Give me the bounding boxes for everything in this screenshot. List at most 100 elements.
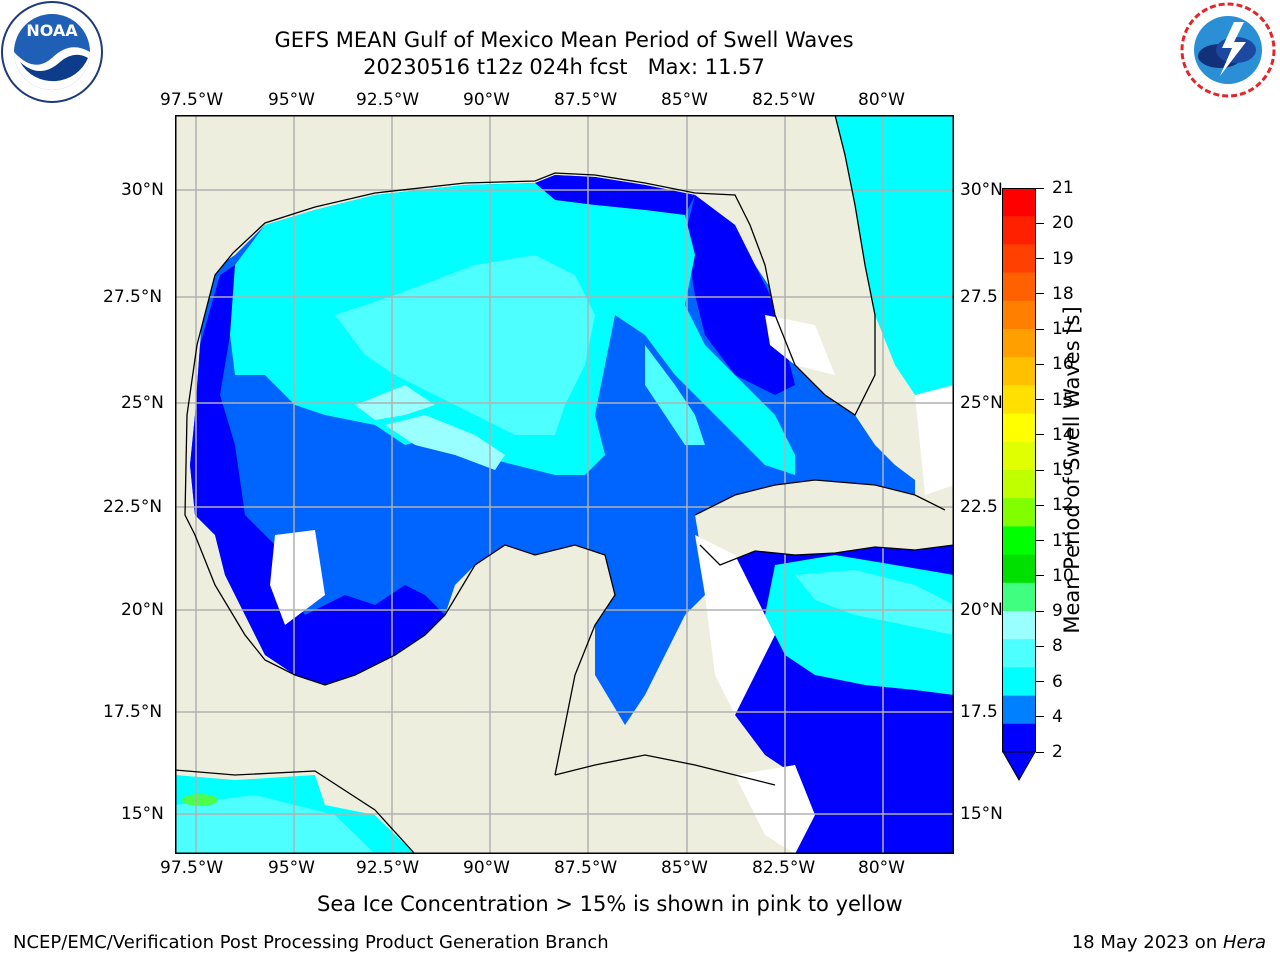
- lon-label-top: 97.5°W: [160, 90, 224, 110]
- lon-label-top: 85°W: [661, 90, 708, 110]
- colorbar-tick-mark: [1036, 363, 1044, 365]
- lat-label-left: 22.5°N: [103, 497, 163, 517]
- colorbar-tick-mark: [1036, 645, 1044, 647]
- lat-label-left: 20°N: [121, 600, 164, 620]
- pacific-green-patch: [182, 794, 218, 806]
- nodata-west: [270, 530, 325, 625]
- caribbean-band-6-8: [795, 570, 954, 635]
- footer-date: 18 May 2023 on Hera: [1072, 932, 1266, 954]
- sea-ice-note: Sea Ice Concentration > 15% is shown in …: [317, 892, 903, 916]
- colorbar-tick-label: 8: [1052, 636, 1063, 657]
- colorbar-band: [1002, 413, 1036, 443]
- lat-label-right: 30°N: [960, 180, 1003, 200]
- coastline: [174, 114, 955, 855]
- noaa-logo-text: NOAA: [26, 21, 78, 40]
- colorbar-band: [1002, 357, 1036, 386]
- low-period-east: [685, 195, 795, 395]
- colorbar-band: [1002, 723, 1036, 753]
- colorbar-extend-arrow: [1002, 751, 1036, 782]
- nodata-atlantic: [915, 385, 954, 495]
- lon-label-top: 92.5°W: [356, 90, 420, 110]
- colorbar-tick-label: 13: [1052, 460, 1074, 480]
- band-8-9-central: [385, 415, 505, 470]
- colorbar-band: [1002, 188, 1036, 217]
- colorbar-tick-label: 12: [1052, 495, 1074, 516]
- colorbar-tick-mark: [1036, 751, 1044, 753]
- lon-label-bottom: 87.5°W: [554, 858, 618, 878]
- colorbar-tick-mark: [1036, 187, 1044, 189]
- pacific-band-6-8: [175, 795, 375, 854]
- colorbar-tick-mark: [1036, 575, 1044, 577]
- band-6-8-central: [335, 255, 595, 435]
- nws-logo: [1176, 0, 1280, 104]
- footer-credit: NCEP/EMC/Verification Post Processing Pr…: [13, 932, 609, 953]
- colorbar-band: [1002, 611, 1036, 640]
- colorbar-tick-label: 15: [1052, 389, 1074, 410]
- nodata-caribbean-sw: [735, 765, 815, 854]
- colorbar-tick-mark: [1036, 716, 1044, 718]
- colorbar-tick-mark: [1036, 610, 1044, 612]
- lon-label-bottom: 97.5°W: [160, 858, 224, 878]
- colorbar-tick-label: 16: [1052, 354, 1074, 375]
- colorbar-band: [1002, 216, 1036, 245]
- graticule: [175, 115, 954, 854]
- footer-host: Hera: [1222, 932, 1266, 953]
- colorbar-band: [1002, 441, 1036, 471]
- lat-label-left: 15°N: [121, 804, 164, 824]
- colorbar-tick-label: 2: [1052, 742, 1063, 762]
- map-frame: [174, 114, 955, 855]
- colorbar-band: [1002, 329, 1036, 358]
- central-america-land: [535, 755, 795, 854]
- colorbar-tick-label: 14: [1052, 424, 1074, 445]
- lat-label-right: 17.5: [960, 702, 998, 722]
- colorbar-tick-mark: [1036, 504, 1044, 506]
- lat-label-left: 25°N: [121, 393, 164, 413]
- colorbar-tick-label: 18: [1052, 283, 1074, 304]
- lon-label-bottom: 80°W: [858, 858, 905, 878]
- colorbar-tick-mark: [1036, 328, 1044, 330]
- colorbar-band: [1002, 639, 1036, 668]
- us-gulf-coast-land: [175, 115, 735, 535]
- colorbar-band: [1002, 498, 1036, 527]
- colorbar-tick-mark: [1036, 222, 1044, 224]
- lat-label-right: 22.5: [960, 497, 998, 517]
- lon-label-top: 95°W: [268, 90, 315, 110]
- colorbar-tick-label: 21: [1052, 178, 1074, 198]
- colorbar-tick-label: 17: [1052, 319, 1074, 339]
- colorbar-band: [1002, 526, 1036, 556]
- lon-label-top: 90°W: [463, 90, 510, 110]
- colorbar-band: [1002, 385, 1036, 415]
- colorbar-tick-mark: [1036, 469, 1044, 471]
- nodata-florida: [765, 315, 835, 375]
- lat-label-left: 30°N: [121, 180, 164, 200]
- colorbar-tick-label: 6: [1052, 671, 1063, 692]
- colorbar-band: [1002, 582, 1036, 612]
- lon-label-bottom: 82.5°W: [752, 858, 816, 878]
- colorbar-band: [1002, 695, 1036, 725]
- lon-label-top: 82.5°W: [752, 90, 816, 110]
- colorbar-tick-mark: [1036, 681, 1044, 682]
- colorbar: [1002, 188, 1036, 782]
- cuba-land: [695, 480, 954, 565]
- colorbar-band: [1002, 244, 1036, 274]
- map-border: [175, 115, 954, 854]
- noaa-logo: NOAA: [0, 0, 104, 104]
- lat-label-right: 25°N: [960, 393, 1003, 413]
- lat-label-right: 15°N: [960, 804, 1003, 824]
- colorbar-band: [1002, 470, 1036, 499]
- colorbar-tick-label: 10: [1052, 565, 1074, 586]
- footer-date-text: 18 May 2023 on: [1071, 932, 1223, 953]
- colorbar-border: [1002, 188, 1036, 752]
- yucatan-land: [315, 545, 615, 854]
- colorbar-tick-mark: [1036, 258, 1044, 259]
- nodata-cuba-south: [695, 535, 775, 715]
- lon-label-top: 87.5°W: [554, 90, 618, 110]
- colorbar-band: [1002, 300, 1036, 330]
- colorbar-tick-label: 4: [1052, 706, 1063, 727]
- low-period-north: [535, 175, 695, 215]
- lat-label-left: 27.5°N: [103, 287, 163, 307]
- lat-label-left: 17.5°N: [103, 702, 163, 722]
- colorbar-band: [1002, 667, 1036, 697]
- colorbar-label: Mean Period of Swell Waves [s]: [1060, 306, 1084, 634]
- colorbar-tick-mark: [1036, 399, 1044, 400]
